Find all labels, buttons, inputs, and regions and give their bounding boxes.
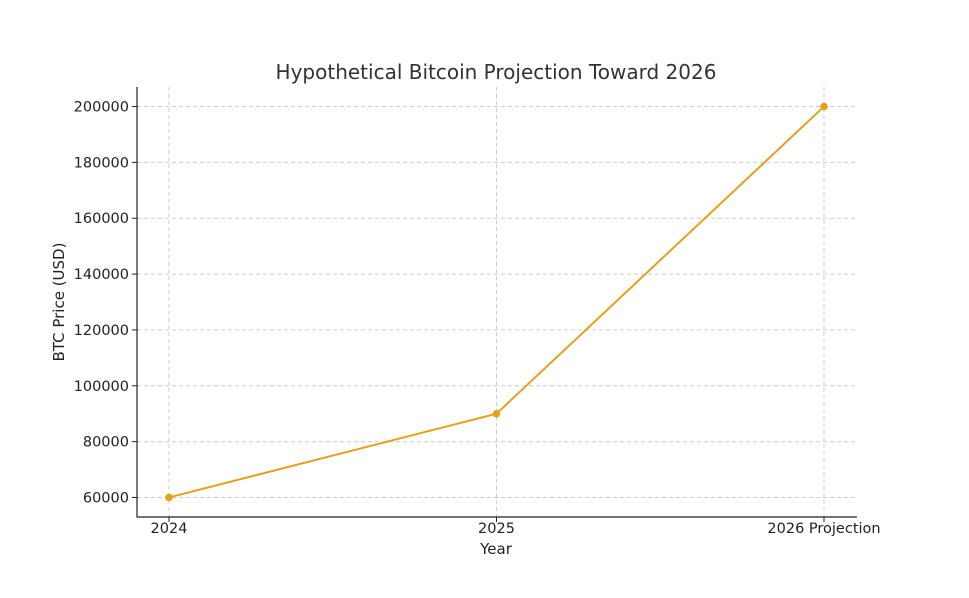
y-axis-label: BTC Price (USD) bbox=[50, 243, 68, 362]
x-axis-label: Year bbox=[479, 540, 513, 558]
x-axis-ticks: 2024 2025 2026 Projection bbox=[151, 517, 881, 537]
axis-spines bbox=[136, 87, 857, 518]
y-tick-label: 60000 bbox=[83, 490, 129, 506]
data-point bbox=[820, 102, 828, 111]
series-layer bbox=[165, 102, 828, 502]
data-point bbox=[165, 493, 173, 502]
x-tick-label: 2025 bbox=[478, 521, 515, 537]
chart-title: Hypothetical Bitcoin Projection Toward 2… bbox=[276, 60, 717, 84]
grid bbox=[137, 87, 857, 517]
y-tick-label: 80000 bbox=[83, 435, 129, 451]
y-tick-label: 100000 bbox=[74, 379, 129, 395]
y-tick-label: 120000 bbox=[74, 323, 129, 339]
y-tick-label: 180000 bbox=[74, 155, 129, 171]
y-axis-ticks: 60000 80000 100000 120000 140000 160000 180000… bbox=[74, 100, 137, 506]
x-tick-label: 2026 Projection bbox=[767, 521, 880, 537]
data-point bbox=[492, 409, 501, 418]
x-tick-label: 2024 bbox=[151, 521, 188, 537]
y-tick-label: 160000 bbox=[74, 211, 129, 227]
axes bbox=[136, 87, 857, 518]
y-tick-label: 140000 bbox=[74, 267, 129, 283]
y-tick-label: 200000 bbox=[74, 100, 129, 116]
